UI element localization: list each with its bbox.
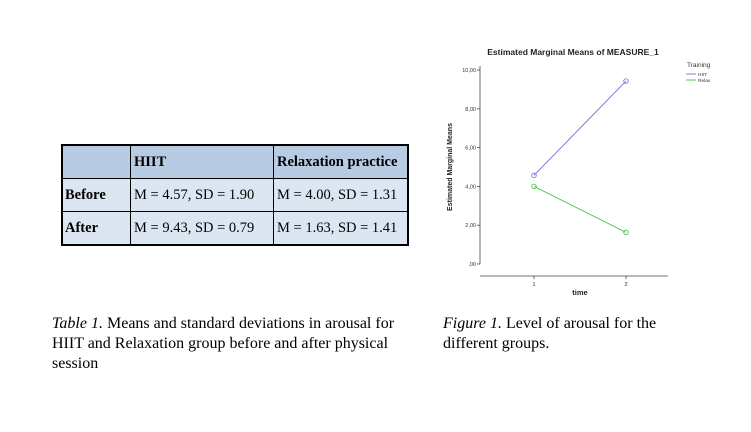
figure-caption: Figure 1. Level of arousal for the diffe… — [443, 314, 713, 354]
data-point-relax — [531, 183, 537, 190]
table-caption-text: Means and standard deviations in arousal… — [52, 315, 395, 372]
table-header-row: HIIT Relaxation practice — [62, 145, 408, 179]
x-tick-label: 2 — [624, 282, 627, 288]
chart-svg: Estimated Marginal Means of MEASURE_1 10,… — [447, 47, 711, 297]
table-row-after: After M = 9.43, SD = 0.79 M = 1.63, SD =… — [62, 211, 408, 245]
y-axis-label: Estimated Marginal Means — [447, 123, 454, 211]
results-table-wrapper: HIIT Relaxation practice Before M = 4.57… — [61, 144, 409, 246]
cell-before-relax: M = 4.00, SD = 1.31 — [273, 178, 408, 212]
cell-before-hiit: M = 4.57, SD = 1.90 — [130, 178, 274, 212]
y-tick-label: 4,00 — [465, 184, 476, 190]
row-label-before: Before — [62, 178, 131, 212]
data-point-relax — [623, 229, 629, 236]
y-tick-label: 2,00 — [465, 223, 476, 229]
y-tick-label: 8,00 — [465, 107, 476, 113]
y-tick-label: 10,00 — [462, 68, 476, 74]
legend-title: Training — [687, 62, 711, 69]
table-row-before: Before M = 4.57, SD = 1.90 M = 4.00, SD … — [62, 178, 408, 212]
table-caption: Table 1. Means and standard deviations i… — [52, 314, 422, 374]
x-tick-label: 1 — [532, 282, 535, 288]
column-header-hiit: HIIT — [130, 145, 274, 179]
chart-title: Estimated Marginal Means of MEASURE_1 — [487, 47, 659, 57]
data-point-hiit — [531, 172, 537, 179]
legend-label-relax: Relax — [698, 78, 711, 84]
cell-after-relax: M = 1.63, SD = 1.41 — [273, 211, 408, 245]
figure-caption-text: Level of arousal for the different group… — [443, 315, 657, 352]
x-axis-label: time — [572, 288, 587, 297]
column-header-relaxation: Relaxation practice — [273, 145, 408, 179]
table-corner-cell — [62, 145, 131, 179]
data-point-hiit — [623, 78, 629, 84]
y-tick-label: ,00 — [468, 262, 476, 268]
results-table: HIIT Relaxation practice Before M = 4.57… — [61, 144, 409, 246]
arousal-chart: Estimated Marginal Means of MEASURE_1 10,… — [440, 42, 720, 307]
cell-after-hiit: M = 9.43, SD = 0.79 — [130, 211, 274, 245]
table-caption-label: Table 1. — [52, 315, 103, 332]
series-line-relax — [533, 185, 627, 233]
figure-caption-label: Figure 1. — [443, 315, 502, 332]
legend-label-hiit: HIIT — [698, 72, 707, 78]
row-label-after: After — [62, 211, 131, 245]
y-tick-label: 6,00 — [465, 146, 476, 152]
series-line-hiit — [533, 80, 627, 176]
